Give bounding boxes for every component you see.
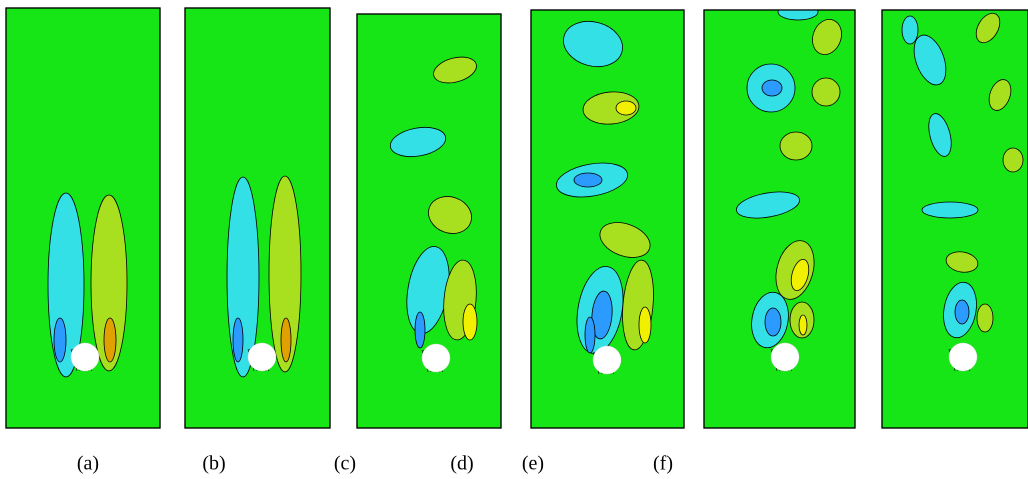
vortex — [976, 303, 994, 333]
cylinder — [70, 342, 100, 372]
vortex — [584, 316, 596, 354]
panel-border — [356, 13, 502, 429]
vortex — [433, 56, 477, 84]
contour-panel — [5, 7, 161, 429]
panel-border — [703, 9, 856, 429]
vortex — [280, 317, 292, 363]
vortex — [901, 15, 919, 45]
vortex — [599, 222, 651, 258]
vortex — [913, 34, 947, 86]
vortex-contours — [736, 10, 842, 372]
panel-label: (a) — [77, 453, 99, 475]
vortex — [103, 317, 117, 363]
vortex — [988, 79, 1012, 111]
vortex — [975, 12, 1001, 44]
cylinder — [592, 345, 622, 375]
vortex — [615, 100, 637, 116]
vortex — [928, 113, 952, 157]
cylinder — [948, 342, 978, 372]
contour-panel — [530, 9, 685, 429]
vortex — [945, 251, 979, 273]
vortex — [53, 317, 67, 363]
cylinder — [421, 343, 451, 373]
vortex — [591, 290, 613, 340]
vortex — [790, 259, 810, 291]
vortex — [638, 306, 652, 344]
vortex — [779, 131, 813, 161]
vortex — [563, 20, 623, 68]
cylinder — [247, 342, 277, 372]
contour-panel — [703, 9, 856, 429]
vortex — [389, 126, 447, 158]
vortex — [462, 303, 478, 341]
panel-border — [530, 9, 685, 429]
panel-label: (c) — [334, 453, 356, 475]
contour-panel — [356, 13, 502, 429]
cylinder — [770, 342, 800, 372]
vortex-contours — [389, 56, 478, 373]
vortex — [268, 175, 302, 373]
vortex — [573, 172, 603, 188]
vortex-contours — [226, 175, 302, 378]
vortex — [764, 307, 782, 337]
vortex — [232, 317, 244, 363]
vortex — [811, 77, 841, 107]
vortex — [90, 194, 128, 372]
panel-border — [881, 9, 1028, 429]
panel-border — [184, 7, 331, 429]
panel-label: (f) — [653, 453, 673, 475]
vortex-contours — [556, 20, 654, 375]
vortex — [954, 299, 970, 325]
vortex — [414, 311, 426, 349]
panel-border — [5, 7, 161, 429]
vortex — [761, 79, 783, 97]
vortex — [1002, 147, 1024, 173]
vortex-contours — [47, 192, 128, 378]
vortex — [812, 19, 842, 55]
vortex — [921, 201, 979, 219]
panel-label: (e) — [522, 453, 544, 475]
vortex — [736, 191, 800, 219]
vortex — [798, 314, 808, 336]
panel-label: (b) — [202, 453, 225, 475]
panel-label: (d) — [450, 453, 473, 475]
vortex — [582, 91, 640, 125]
contour-panel — [184, 7, 331, 429]
vortex — [777, 10, 819, 21]
contour-panel — [881, 9, 1028, 429]
vortex-contours — [901, 12, 1024, 372]
vortex — [428, 196, 472, 234]
